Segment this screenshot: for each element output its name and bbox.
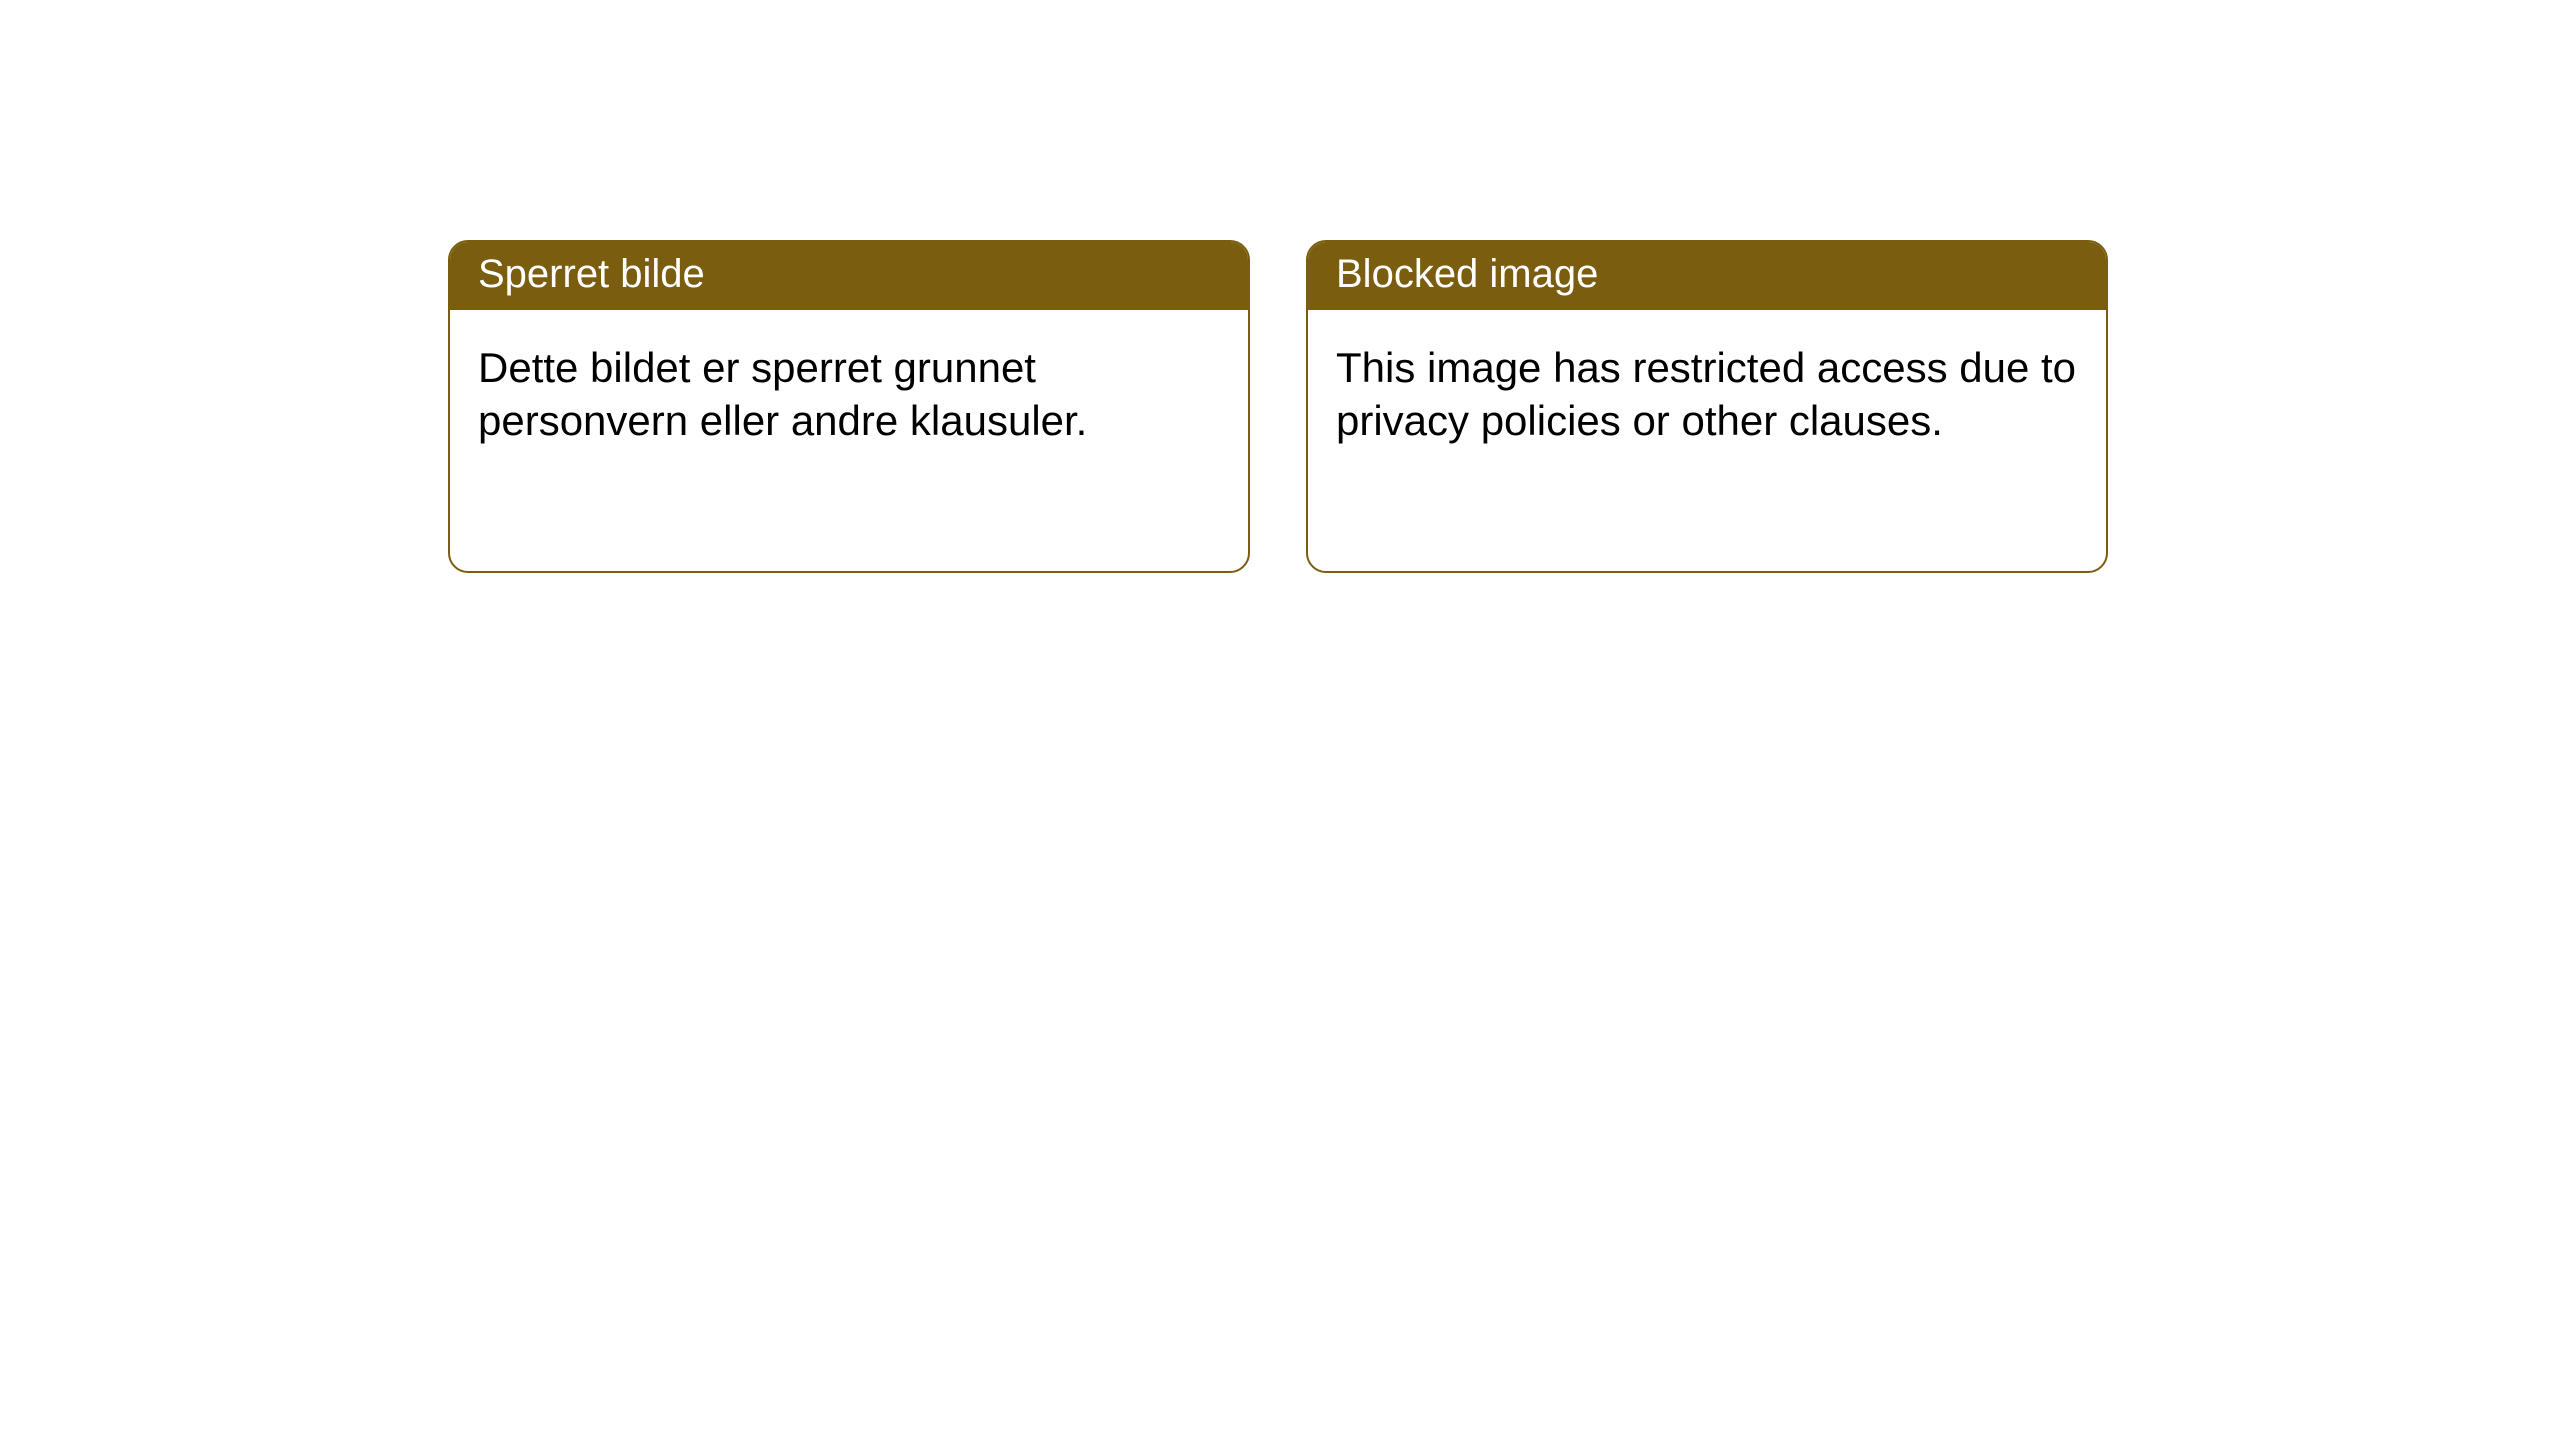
notice-header: Sperret bilde (450, 242, 1248, 310)
notice-body-text: This image has restricted access due to … (1336, 344, 2076, 444)
notice-body-text: Dette bildet er sperret grunnet personve… (478, 344, 1087, 444)
notice-container: Sperret bilde Dette bildet er sperret gr… (448, 240, 2108, 573)
notice-title: Sperret bilde (478, 252, 705, 296)
notice-body: This image has restricted access due to … (1308, 310, 2106, 479)
notice-body: Dette bildet er sperret grunnet personve… (450, 310, 1248, 479)
notice-card-english: Blocked image This image has restricted … (1306, 240, 2108, 573)
notice-header: Blocked image (1308, 242, 2106, 310)
notice-card-norwegian: Sperret bilde Dette bildet er sperret gr… (448, 240, 1250, 573)
notice-title: Blocked image (1336, 252, 1598, 296)
